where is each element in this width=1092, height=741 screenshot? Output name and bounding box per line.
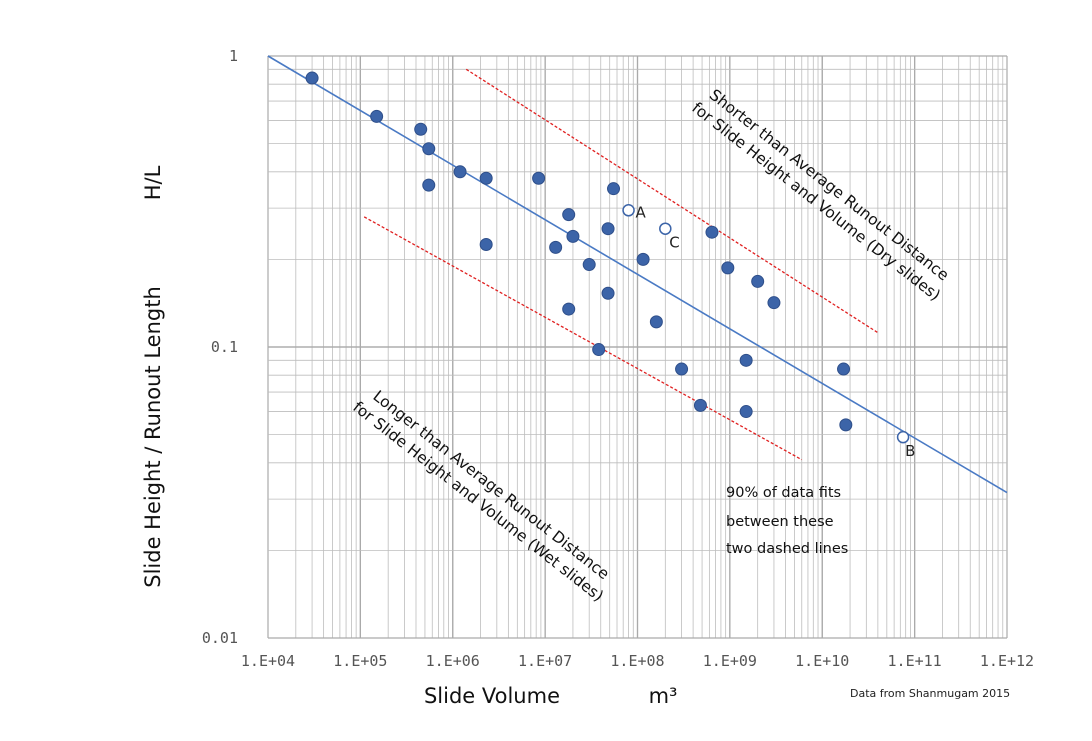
x-axis-unit: m³	[649, 684, 678, 708]
x-tick-label: 1.E+10	[795, 652, 849, 670]
lower-bound-dashed-line	[363, 216, 803, 461]
tick-labels: 1.E+04 1.E+05 1.E+06 1.E+07 1.E+08 1.E+09 1.E+…	[202, 47, 1034, 670]
data-point	[582, 258, 596, 272]
data-point	[601, 286, 615, 300]
data-point	[532, 171, 546, 185]
fit-note-line3: two dashed lines	[726, 541, 848, 557]
data-point	[739, 405, 753, 419]
fit-trend-line	[267, 55, 1008, 494]
data-point	[592, 343, 606, 357]
data-point	[566, 229, 580, 243]
y-tick-label: 0.01	[202, 629, 238, 647]
x-tick-label: 1.E+07	[518, 652, 572, 670]
x-tick-label: 1.E+11	[888, 652, 942, 670]
data-point	[839, 418, 853, 432]
data-point	[305, 71, 319, 85]
dashed-bound-lines	[363, 68, 879, 461]
data-point	[649, 315, 663, 329]
open-data-point	[659, 222, 672, 235]
grid	[267, 55, 1008, 639]
x-tick-label: 1.E+12	[980, 652, 1034, 670]
data-point	[739, 353, 753, 367]
open-data-point	[622, 204, 635, 217]
data-point	[705, 225, 719, 239]
data-point	[422, 142, 436, 156]
data-point	[414, 122, 428, 136]
data-point	[479, 171, 493, 185]
data-point	[370, 109, 384, 123]
data-point	[607, 182, 621, 196]
data-point	[562, 208, 576, 222]
data-point	[693, 398, 707, 412]
y-tick-label: 1	[229, 47, 238, 65]
point-label: C	[669, 234, 679, 252]
y-axis-unit: H/L	[141, 165, 165, 200]
x-tick-label: 1.E+06	[426, 652, 480, 670]
data-point	[751, 274, 765, 288]
data-point	[837, 362, 851, 376]
fit-note-line1: 90% of data fits	[726, 485, 841, 501]
point-label: A	[636, 203, 647, 221]
data-point	[721, 261, 735, 275]
y-axis-title: Slide Height / Runout Length	[141, 286, 165, 588]
data-point	[453, 165, 467, 179]
x-tick-label: 1.E+04	[241, 652, 295, 670]
x-tick-label: 1.E+05	[333, 652, 387, 670]
data-points: A C B	[305, 71, 915, 460]
data-point	[636, 252, 650, 266]
x-axis-title: Slide Volume	[424, 684, 560, 708]
fit-note-line2: between these	[726, 514, 834, 530]
data-point	[562, 302, 576, 316]
data-point	[479, 238, 493, 252]
source-credit: Data from Shanmugam 2015	[850, 687, 1010, 700]
fit-line	[267, 55, 1008, 494]
y-tick-label: 0.1	[211, 338, 238, 356]
open-data-point	[896, 430, 910, 444]
data-point	[767, 296, 781, 310]
x-tick-label: 1.E+08	[610, 652, 664, 670]
upper-bound-dashed-line	[465, 68, 879, 334]
data-point	[422, 178, 436, 192]
data-point	[549, 240, 563, 254]
x-tick-label: 1.E+09	[703, 652, 757, 670]
data-point	[675, 362, 689, 376]
data-point	[601, 222, 615, 236]
point-label: B	[905, 442, 915, 460]
